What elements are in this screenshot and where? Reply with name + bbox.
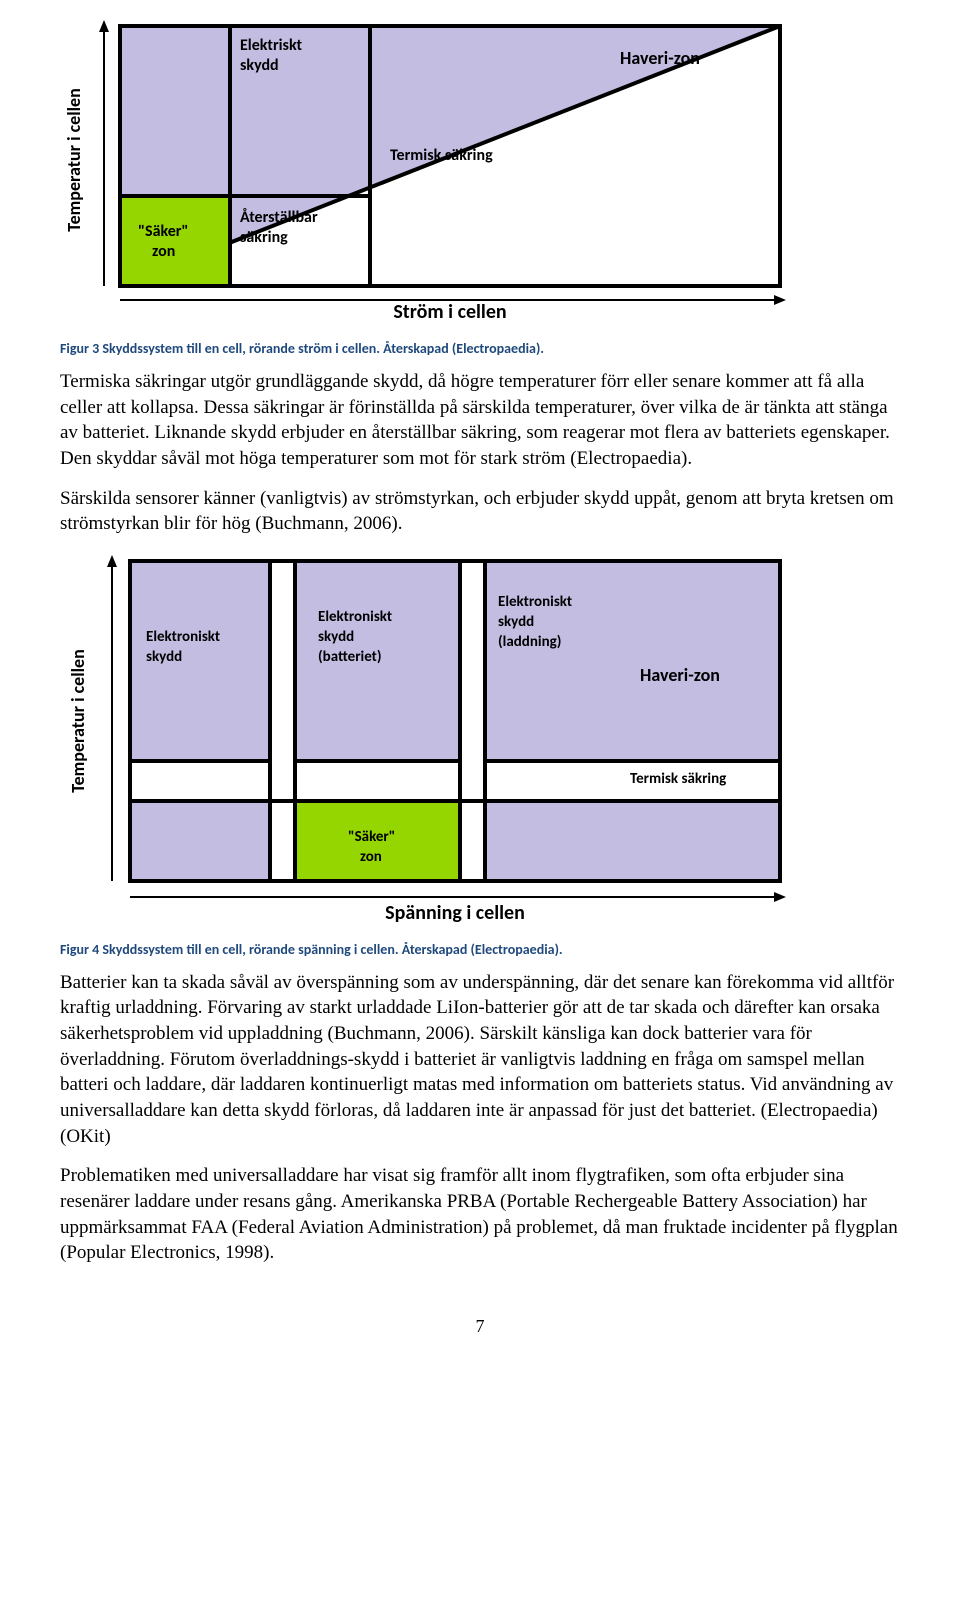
d1-reset-l2: säkring xyxy=(240,228,288,247)
d2-left-l1: Elektroniskt xyxy=(146,628,220,646)
d2-right-l3: (laddning) xyxy=(498,633,561,651)
d1-elec-l1: Elektriskt xyxy=(240,36,303,55)
diagram-2: Temperatur i cellen Spänning i cellen El… xyxy=(60,551,900,931)
d2-thermal: Termisk säkring xyxy=(630,770,726,788)
d1-yaxis: Temperatur i cellen xyxy=(63,88,85,232)
paragraph-2: Särskilda sensorer känner (vanligtvis) a… xyxy=(60,486,900,537)
paragraph-4: Problematiken med universalladdare har v… xyxy=(60,1163,900,1266)
d1-failure: Haveri-zon xyxy=(620,47,700,69)
d2-mid-l3: (batteriet) xyxy=(318,648,382,666)
d2-left-l2: skydd xyxy=(146,648,182,666)
figure-2-caption: Figur 4 Skyddssystem till en cell, röran… xyxy=(60,941,900,958)
paragraph-1: Termiska säkringar utgör grundläggande s… xyxy=(60,369,900,472)
diagram-1: Temperatur i cellen Ström i cellen "Säke… xyxy=(60,20,900,330)
d2-safe-l2: zon xyxy=(360,848,382,866)
page-number: 7 xyxy=(60,1316,900,1337)
d2-xaxis: Spänning i cellen xyxy=(385,901,525,925)
paragraph-3: Batterier kan ta skada såväl av överspän… xyxy=(60,970,900,1149)
d1-reset-l1: Återställbar xyxy=(240,208,318,227)
d2-right-l2: skydd xyxy=(498,613,534,631)
d1-safe-l2: zon xyxy=(152,242,175,261)
d2-failure: Haveri-zon xyxy=(640,664,720,686)
d2-yaxis: Temperatur i cellen xyxy=(67,649,89,793)
d2-safe-l1: "Säker" xyxy=(348,828,395,846)
d1-elec-l2: skydd xyxy=(240,56,279,75)
diagram-2-svg: Temperatur i cellen Spänning i cellen El… xyxy=(60,551,790,931)
figure-1-caption: Figur 3 Skyddssystem till en cell, röran… xyxy=(60,340,900,357)
d1-xaxis: Ström i cellen xyxy=(393,300,506,324)
d2-mid-l2: skydd xyxy=(318,628,354,646)
d2-right-l1: Elektroniskt xyxy=(498,593,572,611)
d2-mid-l1: Elektroniskt xyxy=(318,608,392,626)
diagram-1-svg: Temperatur i cellen Ström i cellen "Säke… xyxy=(60,20,790,330)
d1-thermal: Termisk säkring xyxy=(390,146,493,165)
d1-safe-l1: "Säker" xyxy=(138,222,188,241)
